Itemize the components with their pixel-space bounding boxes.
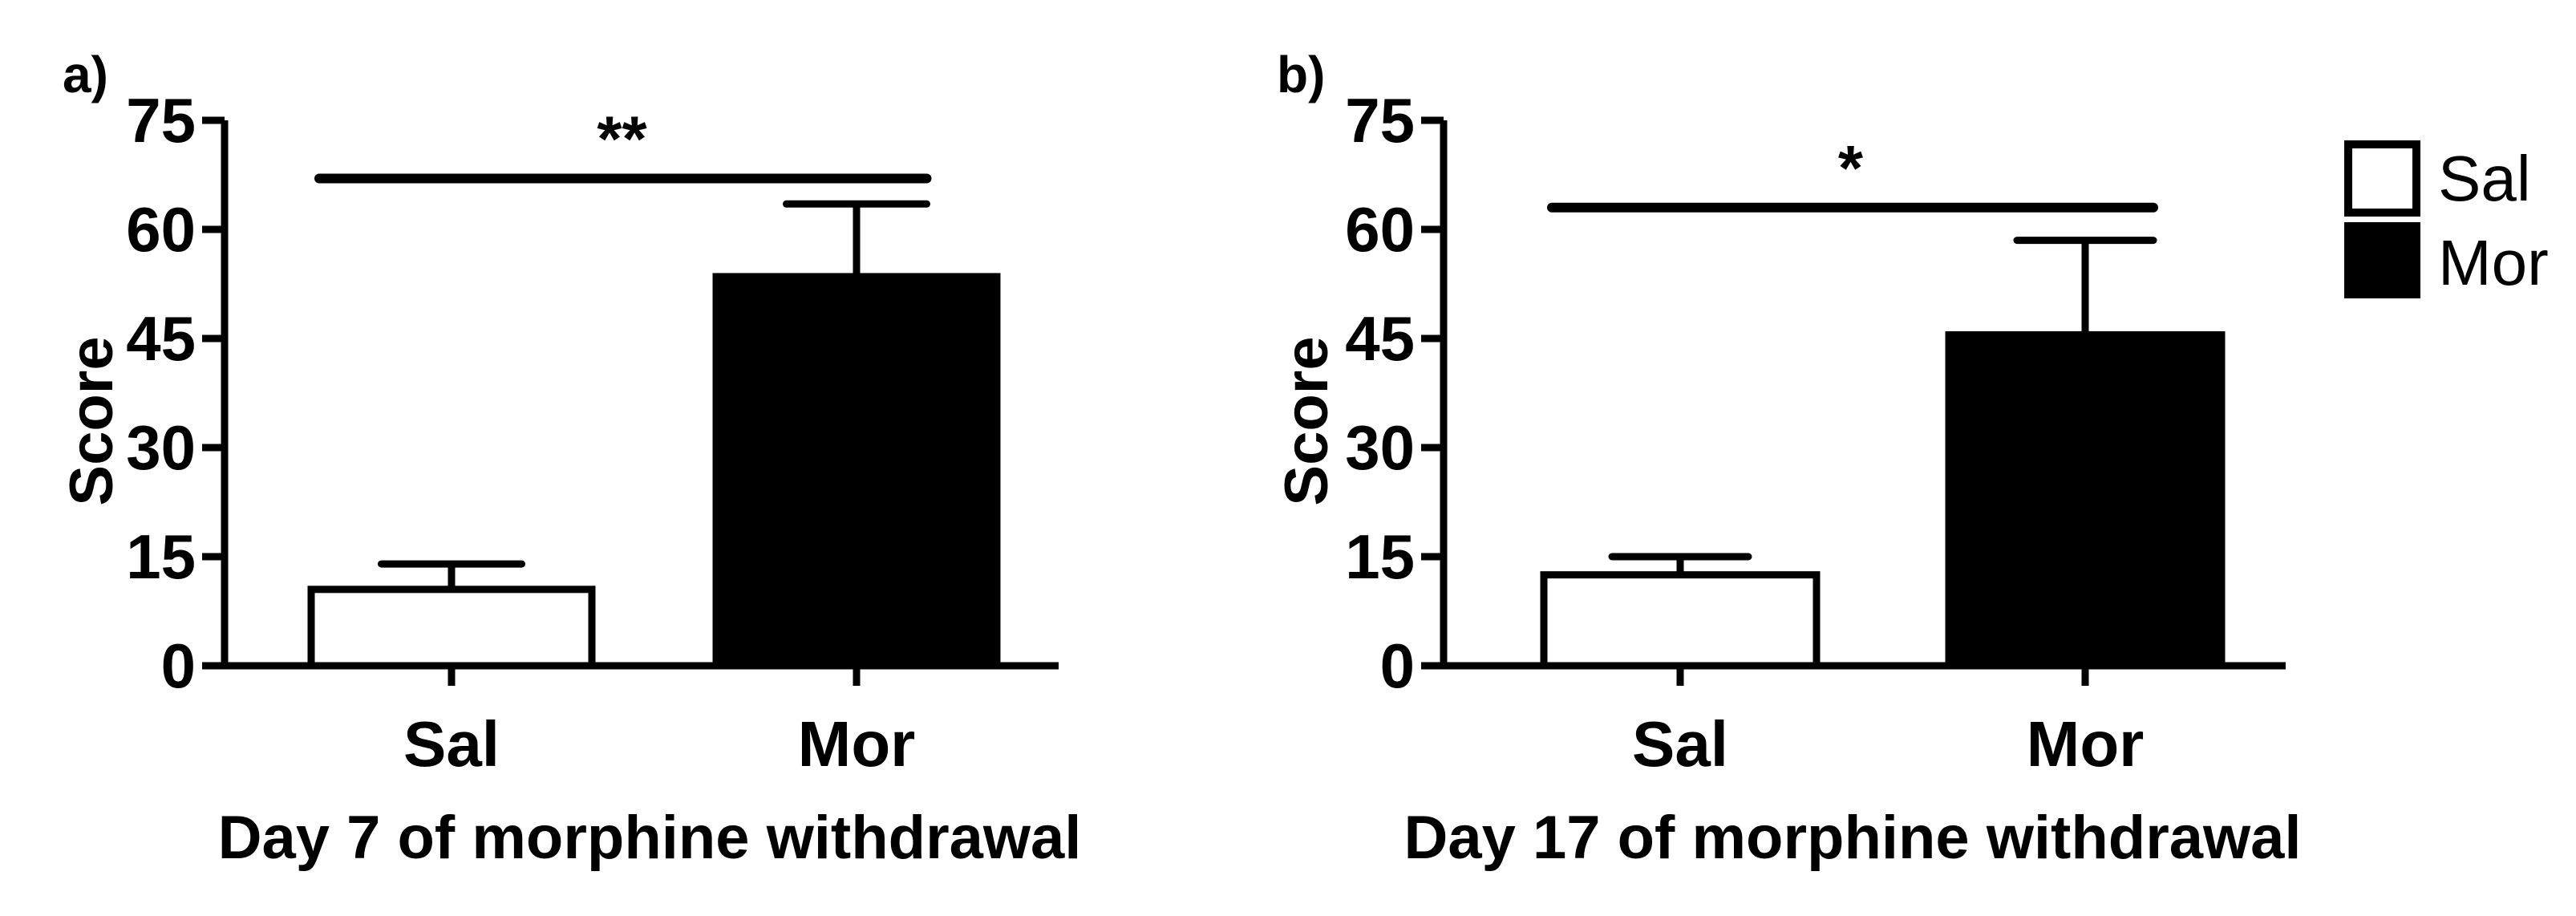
bar-sal (1540, 571, 1821, 670)
y-axis-label: Score (1273, 336, 1341, 505)
y-tick-label: 30 (1345, 412, 1415, 483)
y-tick-label: 45 (126, 303, 196, 374)
bar-mor (712, 273, 1001, 670)
y-tick-label: 0 (1380, 630, 1415, 701)
legend-label-mor: Mor (2438, 227, 2549, 298)
x-tick-label-mor: Mor (2027, 708, 2145, 780)
y-tick-label: 15 (126, 521, 196, 592)
legend-label-sal: Sal (2438, 143, 2531, 214)
y-tick-label: 0 (161, 630, 196, 701)
y-tick-label: 45 (1345, 303, 1415, 374)
significance-marker: ** (597, 103, 647, 175)
legend: Sal Mor (2344, 140, 2549, 298)
x-axis-label: Day 7 of morphine withdrawal (218, 804, 1082, 872)
legend-swatch-mor (2344, 222, 2420, 298)
panel-label: a) (63, 46, 108, 103)
y-tick-label: 60 (126, 194, 196, 265)
y-axis-label: Score (58, 336, 126, 505)
panel-b: b) Score Day 17 of morphine withdrawal S… (1273, 46, 2302, 872)
plot-area: Sal Mor 0 15 30 45 60 75 * (1345, 85, 2286, 780)
significance-marker: * (1838, 132, 1864, 204)
x-tick-label-sal: Sal (1632, 708, 1728, 780)
panel-label: b) (1277, 46, 1325, 103)
x-tick-label-mor: Mor (798, 708, 916, 780)
y-tick-label: 75 (126, 85, 196, 156)
bar-sal (307, 586, 596, 670)
y-tick-label: 30 (126, 412, 196, 483)
panel-a: a) Score Day 7 of morphine withdrawal Sa… (58, 46, 1081, 872)
y-tick-label: 15 (1345, 521, 1415, 592)
x-tick-label-sal: Sal (403, 708, 500, 780)
plot-area: Sal Mor 0 15 30 45 60 75 ** (126, 85, 1059, 780)
y-tick-label: 60 (1345, 194, 1415, 265)
bar-mor (1945, 330, 2226, 670)
y-tick-label: 75 (1345, 85, 1415, 156)
x-axis-label: Day 17 of morphine withdrawal (1403, 804, 2301, 872)
legend-swatch-sal (2344, 140, 2420, 217)
